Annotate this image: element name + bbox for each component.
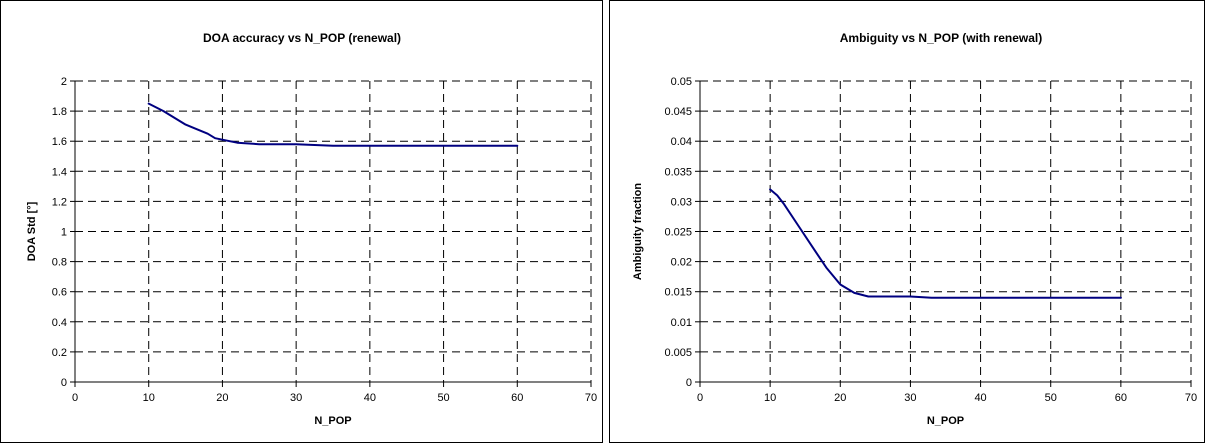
y-tick-label: 1.8 [52, 106, 67, 118]
y-tick-label: 1.4 [52, 166, 67, 178]
doa-chart-svg: DOA accuracy vs N_POP (renewal) N_POP DO… [26, 31, 597, 427]
y-tick-label: 0 [61, 377, 67, 389]
y-tick-label: 0.02 [671, 257, 692, 269]
x-tick-label: 50 [437, 392, 449, 404]
chart-panel-doa: DOA accuracy vs N_POP (renewal) N_POP DO… [0, 0, 603, 443]
x-tick-label: 70 [585, 392, 597, 404]
x-tick-label: 70 [1185, 392, 1197, 404]
x-tick-label: 0 [697, 392, 703, 404]
y-axis-label: DOA Std [°] [26, 201, 38, 261]
chart-title: DOA accuracy vs N_POP (renewal) [203, 31, 401, 45]
x-axis-label: N_POP [314, 415, 351, 427]
y-tick-label: 0.6 [52, 287, 67, 299]
y-axis-label: Ambiguity fraction [632, 183, 644, 280]
series-line [769, 188, 1122, 299]
y-tick-label: 0.2 [52, 347, 67, 359]
x-tick-label: 40 [974, 392, 986, 404]
chart-panel-ambiguity: Ambiguity vs N_POP (with renewal) N_POP … [609, 0, 1205, 443]
y-tick-label: 0.015 [664, 287, 692, 299]
y-tick-label: 0.025 [664, 227, 692, 239]
y-tick-label: 0 [686, 377, 692, 389]
y-tick-label: 1 [61, 227, 67, 239]
x-tick-label: 20 [834, 392, 846, 404]
y-tick-label: 0.04 [671, 136, 692, 148]
y-tick-label: 1.6 [52, 136, 67, 148]
x-tick-label: 60 [1115, 392, 1127, 404]
ambiguity-chart-svg: Ambiguity vs N_POP (with renewal) N_POP … [632, 31, 1197, 427]
y-tick-label: 0.05 [671, 76, 692, 88]
x-tick-label: 60 [511, 392, 523, 404]
y-tick-label: 2 [61, 76, 67, 88]
y-tick-label: 0.045 [664, 106, 692, 118]
x-tick-label: 50 [1045, 392, 1057, 404]
series-line [147, 102, 519, 147]
y-tick-label: 0.035 [664, 166, 692, 178]
grid-lines [700, 80, 1192, 382]
y-tick-label: 1.2 [52, 196, 67, 208]
chart-title: Ambiguity vs N_POP (with renewal) [840, 31, 1043, 45]
x-tick-label: 40 [364, 392, 376, 404]
y-tick-label: 0.03 [671, 196, 692, 208]
x-tick-label: 10 [764, 392, 776, 404]
x-axis-label: N_POP [927, 415, 964, 427]
y-tick-label: 0.005 [664, 347, 692, 359]
x-tick-label: 0 [72, 392, 78, 404]
grid-lines [75, 80, 592, 382]
y-tick-label: 0.01 [671, 317, 692, 329]
x-tick-label: 30 [290, 392, 302, 404]
y-tick-label: 0.8 [52, 257, 67, 269]
x-tick-label: 30 [904, 392, 916, 404]
x-tick-label: 20 [216, 392, 228, 404]
y-tick-label: 0.4 [52, 317, 67, 329]
x-tick-label: 10 [143, 392, 155, 404]
